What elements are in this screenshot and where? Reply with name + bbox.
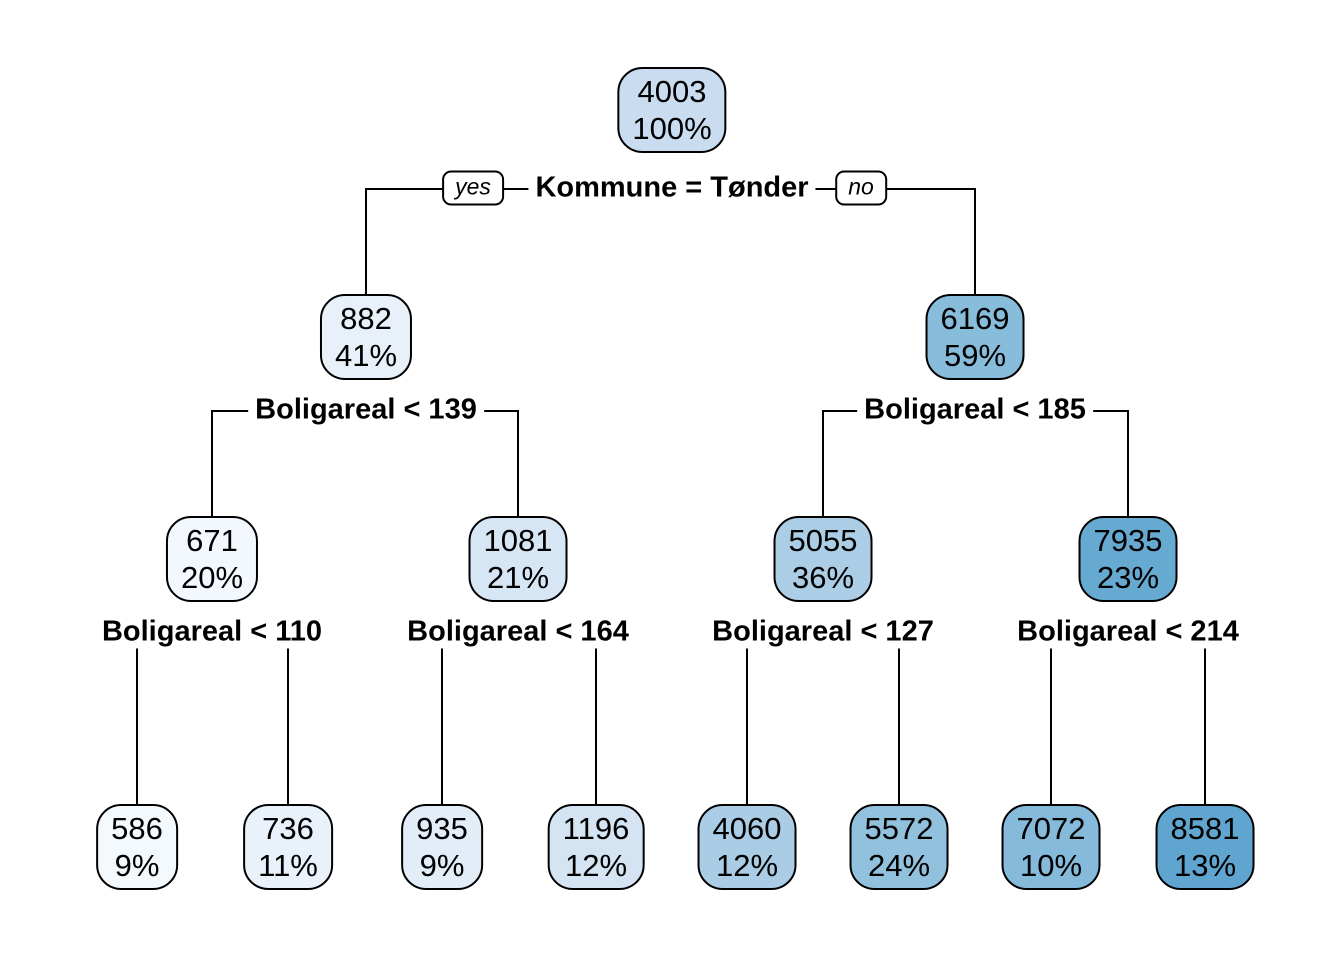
tree-leaf-1196: 1196 12% (547, 804, 645, 890)
node-value: 7072 (1016, 811, 1086, 846)
tree-leaf-8581: 8581 13% (1155, 804, 1255, 890)
node-percent: 12% (715, 848, 779, 883)
node-value: 1196 (562, 811, 630, 846)
tree-node-1081: 1081 21% (468, 516, 568, 602)
tree-leaf-7072: 7072 10% (1001, 804, 1101, 890)
tree-node-882: 882 41% (319, 294, 413, 380)
node-value: 736 (262, 811, 314, 846)
node-percent: 11% (258, 848, 318, 883)
node-value: 5572 (864, 811, 934, 846)
branch-line (898, 632, 900, 805)
node-value: 6169 (940, 301, 1010, 336)
node-percent: 23% (1096, 560, 1160, 595)
tree-leaf-736: 736 11% (243, 804, 333, 890)
tree-leaf-5572: 5572 24% (849, 804, 949, 890)
node-percent: 20% (180, 560, 244, 595)
branch-line (441, 632, 443, 805)
node-percent: 24% (867, 848, 931, 883)
branch-line (1127, 410, 1129, 517)
branch-line (1204, 632, 1206, 805)
branch-line (822, 410, 824, 517)
node-value: 586 (111, 811, 163, 846)
node-percent: 12% (564, 848, 628, 883)
node-value: 7935 (1093, 523, 1163, 558)
node-value: 5055 (788, 523, 858, 558)
node-percent: 10% (1019, 848, 1083, 883)
branch-line (595, 632, 597, 805)
split-label-boligareal-110: Boligareal < 110 (94, 615, 330, 649)
branch-line (287, 632, 289, 805)
branch-line (746, 632, 748, 805)
node-value: 8581 (1170, 811, 1240, 846)
node-percent: 9% (419, 848, 465, 883)
tree-node-root: 4003 100% (617, 67, 727, 153)
node-value: 882 (340, 301, 392, 336)
node-value: 4060 (712, 811, 782, 846)
tree-node-5055: 5055 36% (773, 516, 873, 602)
node-value: 1081 (483, 523, 553, 558)
node-percent: 59% (943, 338, 1007, 373)
tree-node-7935: 7935 23% (1078, 516, 1178, 602)
branch-line (211, 410, 213, 517)
branch-line (365, 188, 367, 295)
branch-line (517, 410, 519, 517)
no-branch-badge: no (835, 170, 887, 206)
tree-leaf-935: 935 9% (401, 804, 483, 890)
node-percent: 36% (791, 560, 855, 595)
split-label-boligareal-185: Boligareal < 185 (857, 393, 1093, 427)
yes-branch-badge: yes (442, 170, 504, 206)
tree-node-6169: 6169 59% (925, 294, 1025, 380)
split-label-kommune: Kommune = Tønder (528, 171, 816, 205)
split-label-boligareal-214: Boligareal < 214 (1010, 615, 1246, 649)
node-percent: 9% (114, 848, 160, 883)
node-percent: 21% (486, 560, 550, 595)
node-percent: 100% (632, 111, 712, 146)
node-percent: 13% (1173, 848, 1237, 883)
node-value: 4003 (637, 74, 707, 109)
node-value: 671 (186, 523, 238, 558)
node-value: 935 (416, 811, 468, 846)
node-percent: 41% (334, 338, 398, 373)
branch-line (1050, 632, 1052, 805)
branch-line (136, 632, 138, 805)
split-label-boligareal-164: Boligareal < 164 (400, 615, 636, 649)
branch-line (974, 188, 976, 295)
split-label-boligareal-139: Boligareal < 139 (248, 393, 484, 427)
split-label-boligareal-127: Boligareal < 127 (705, 615, 941, 649)
tree-node-671: 671 20% (165, 516, 259, 602)
tree-leaf-4060: 4060 12% (697, 804, 797, 890)
tree-leaf-586: 586 9% (96, 804, 178, 890)
